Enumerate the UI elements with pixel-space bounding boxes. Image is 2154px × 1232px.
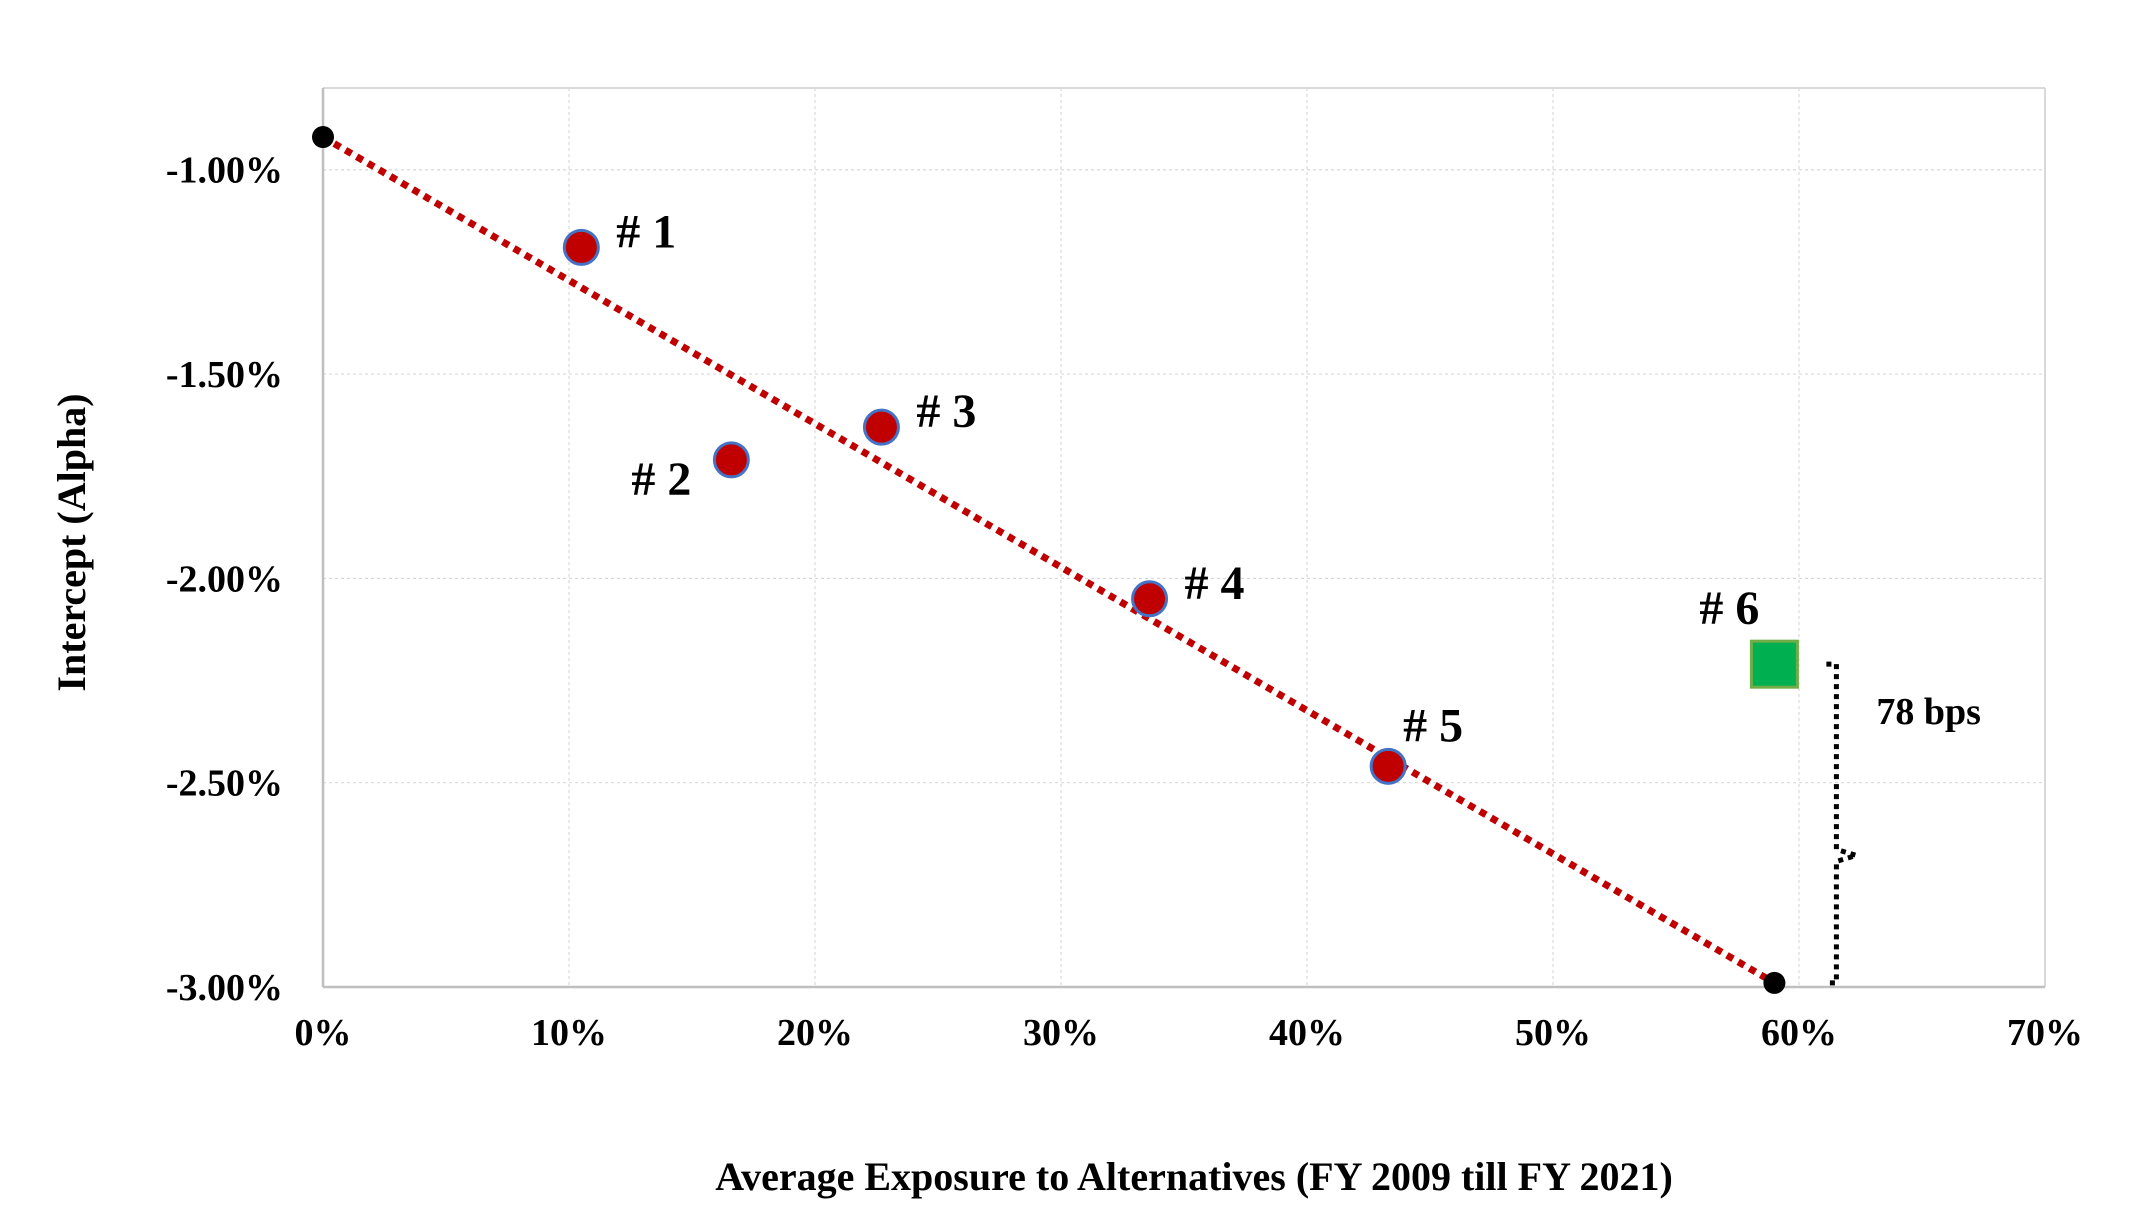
y-tick-label: -1.00%: [166, 150, 283, 192]
axes: [321, 88, 2045, 989]
bracket-78bps: [1826, 661, 1866, 986]
data-point: [562, 228, 600, 266]
data-point: [1369, 747, 1407, 785]
y-tick-label: -1.50%: [166, 354, 283, 396]
highlight-point-label: # 6: [1699, 582, 1759, 635]
data-point-label: # 1: [616, 205, 676, 258]
x-tick-label: 70%: [2007, 1012, 2083, 1054]
x-tick-label: 30%: [1023, 1012, 1099, 1054]
x-tick-label: 60%: [1761, 1012, 1837, 1054]
x-axis-ticks: 0% 10% 20% 30% 40% 50% 60% 70%: [295, 1012, 2084, 1054]
trendline-end-marker: [1763, 971, 1786, 994]
grid-lines: [323, 87, 2046, 988]
trendline-group: [312, 126, 1786, 994]
data-point-label: # 3: [916, 385, 976, 438]
x-axis-title: Average Exposure to Alternatives (FY 200…: [715, 1154, 1673, 1199]
trendline: [321, 134, 1777, 986]
x-tick-label: 20%: [777, 1012, 853, 1054]
data-point: [712, 441, 750, 479]
x-tick-label: 10%: [531, 1012, 607, 1054]
data-points: [562, 228, 1799, 785]
x-tick-label: 50%: [1515, 1012, 1591, 1054]
y-axis-ticks: -1.00% -1.50% -2.00% -2.50% -3.00%: [166, 150, 283, 1009]
highlight-point-square: [1749, 639, 1799, 689]
data-point: [1131, 580, 1169, 618]
y-tick-label: -3.00%: [166, 967, 283, 1009]
y-axis-title: Intercept (Alpha): [49, 393, 94, 691]
x-tick-label: 40%: [1269, 1012, 1345, 1054]
point-labels: # 1 # 2 # 3 # 4 # 5 # 6: [616, 205, 1759, 752]
y-tick-label: -2.00%: [166, 558, 283, 600]
annotation-group: 78 bps: [1826, 661, 1981, 986]
annotation-label-78bps: 78 bps: [1876, 691, 1981, 733]
data-point-label: # 4: [1185, 557, 1245, 610]
data-point-label: # 2: [631, 453, 691, 506]
y-tick-label: -2.50%: [166, 763, 283, 805]
data-point-label: # 5: [1403, 699, 1463, 752]
x-tick-label: 0%: [295, 1012, 352, 1054]
data-point: [862, 408, 900, 446]
trendline-start-marker: [312, 126, 334, 149]
